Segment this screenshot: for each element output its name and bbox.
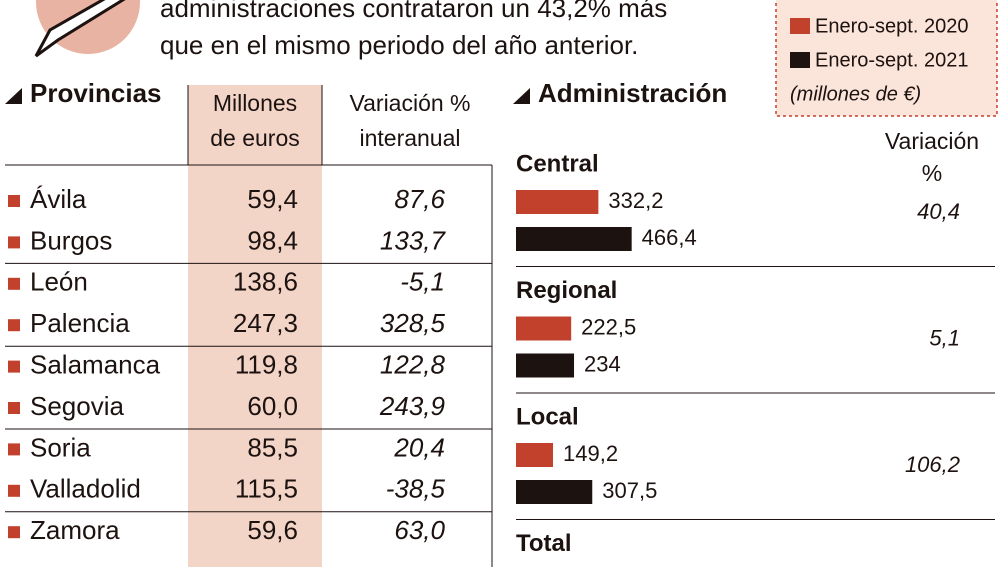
province-variation: 243,9 bbox=[379, 391, 445, 421]
legend-note: (millones de €) bbox=[790, 83, 921, 105]
province-value: 85,5 bbox=[247, 432, 298, 462]
column-header: interanual bbox=[359, 125, 460, 151]
row-bullet bbox=[8, 443, 20, 456]
group-variation: 106,2 bbox=[905, 452, 960, 477]
group-name: Regional bbox=[516, 277, 617, 304]
province-name: Segovia bbox=[30, 391, 124, 421]
province-name: Salamanca bbox=[30, 349, 161, 379]
legend-label: Enero-sept. 2021 bbox=[815, 49, 968, 71]
legend-title: Clave bbox=[853, 0, 906, 4]
province-variation: 328,5 bbox=[380, 308, 446, 338]
bar-label: 466,4 bbox=[642, 225, 697, 250]
province-variation: -38,5 bbox=[386, 474, 446, 504]
bar-label: 149,2 bbox=[563, 441, 618, 466]
province-variation: 87,6 bbox=[394, 184, 445, 214]
bar-label: 307,5 bbox=[602, 478, 657, 503]
header-text: administraciones contrataron un 43,2% má… bbox=[160, 0, 667, 23]
icon-pen bbox=[34, 0, 126, 58]
content: administraciones contrataron un 43,2% má… bbox=[5, 0, 995, 557]
row-bullet bbox=[8, 277, 20, 290]
section-title: Provincias bbox=[30, 78, 162, 108]
province-name: León bbox=[30, 267, 88, 297]
row-bullet bbox=[8, 526, 20, 539]
province-variation: 133,7 bbox=[380, 225, 447, 255]
bar bbox=[516, 353, 575, 378]
group-variation: 40,4 bbox=[917, 199, 960, 224]
column-header: de euros bbox=[210, 125, 300, 151]
province-variation: 122,8 bbox=[380, 349, 446, 379]
bar bbox=[516, 190, 599, 214]
province-variation: 20,4 bbox=[393, 432, 445, 462]
province-value: 115,5 bbox=[235, 474, 298, 504]
province-name: Soria bbox=[30, 432, 91, 462]
section-title: Administración bbox=[538, 78, 727, 108]
legend-swatch bbox=[790, 52, 810, 68]
province-name: Zamora bbox=[30, 515, 120, 545]
province-variation: 63,0 bbox=[394, 515, 445, 545]
row-bullet bbox=[8, 319, 20, 332]
row-bullet bbox=[8, 484, 20, 497]
row-bullet bbox=[8, 360, 20, 373]
variation-header: Variación bbox=[885, 128, 979, 154]
group-name: Local bbox=[516, 403, 579, 430]
group-variation: 5,1 bbox=[929, 325, 960, 350]
legend-swatch bbox=[790, 18, 810, 34]
header-text: que en el mismo periodo del año anterior… bbox=[160, 30, 638, 60]
province-name: Ávila bbox=[30, 184, 87, 214]
province-name: Valladolid bbox=[30, 474, 141, 504]
province-name: Palencia bbox=[30, 308, 130, 338]
bar bbox=[516, 227, 632, 251]
group-name: Total bbox=[516, 530, 572, 557]
column-header: Variación % bbox=[349, 90, 470, 116]
legend-label: Enero-sept. 2020 bbox=[815, 15, 968, 37]
icon-circle bbox=[36, 0, 140, 54]
section-marker bbox=[5, 88, 22, 104]
province-value: 60,0 bbox=[247, 391, 298, 421]
province-name: Burgos bbox=[30, 225, 112, 255]
row-bullet bbox=[8, 236, 20, 249]
bar bbox=[516, 443, 554, 467]
row-bullet bbox=[8, 402, 20, 414]
province-value: 98,4 bbox=[247, 225, 298, 255]
province-value: 138,6 bbox=[233, 267, 298, 297]
row-bullet bbox=[8, 195, 20, 207]
legend-box bbox=[775, 0, 998, 117]
province-value: 119,8 bbox=[235, 349, 298, 379]
section-marker bbox=[513, 88, 530, 104]
variation-header: % bbox=[922, 160, 942, 186]
group-name: Central bbox=[516, 150, 599, 177]
province-value: 247,3 bbox=[233, 308, 298, 338]
bar-label: 222,5 bbox=[581, 314, 636, 339]
bar-label: 234 bbox=[584, 351, 621, 376]
province-variation: -5,1 bbox=[400, 267, 445, 297]
bar bbox=[516, 480, 593, 504]
column-header: Millones bbox=[213, 90, 297, 116]
bar-label: 332,2 bbox=[608, 188, 663, 213]
province-value: 59,6 bbox=[247, 515, 298, 545]
province-value: 59,4 bbox=[247, 184, 298, 214]
bar bbox=[516, 316, 572, 341]
